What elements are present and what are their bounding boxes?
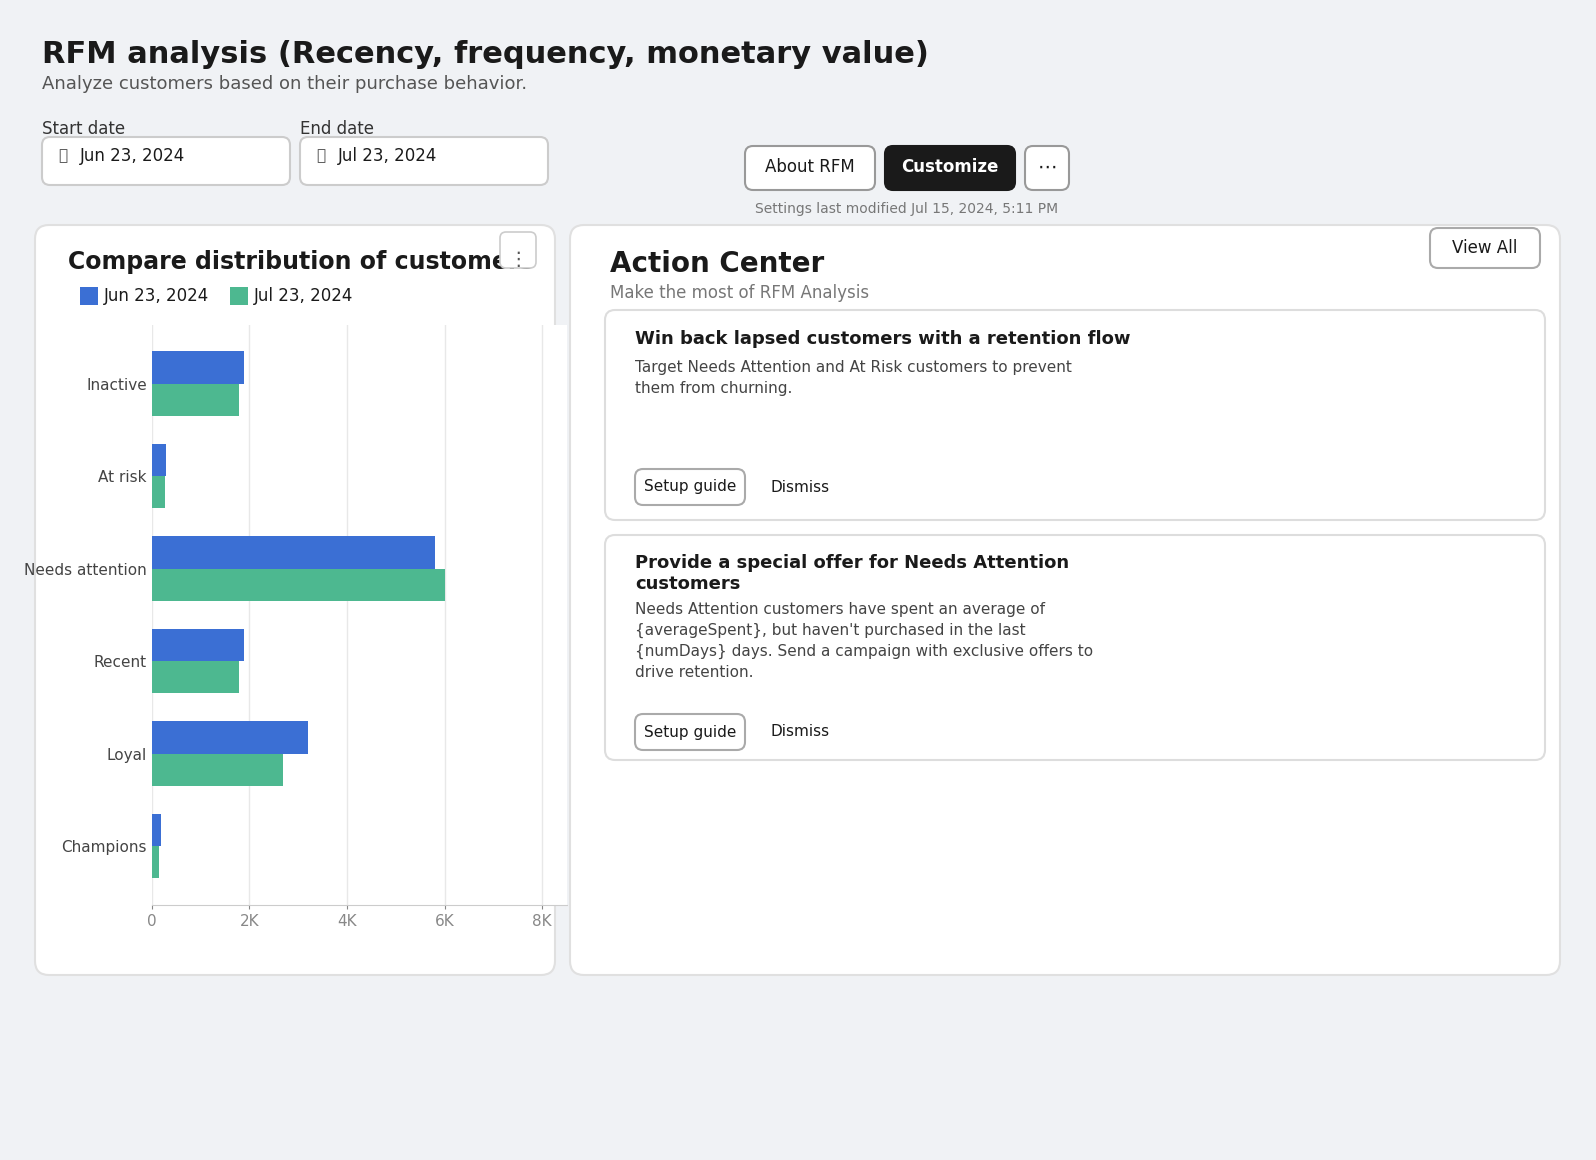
Bar xyxy=(152,813,161,846)
Bar xyxy=(152,846,160,878)
Text: Customize: Customize xyxy=(902,158,999,176)
Text: Compare distribution of customers: Compare distribution of customers xyxy=(69,251,533,274)
Bar xyxy=(152,476,166,508)
Text: 🗓: 🗓 xyxy=(57,148,67,164)
Text: Dismiss: Dismiss xyxy=(769,479,830,494)
Text: ⋮: ⋮ xyxy=(508,251,528,269)
Text: End date: End date xyxy=(300,119,373,138)
Bar xyxy=(230,287,247,305)
Bar xyxy=(152,568,445,601)
Text: Setup guide: Setup guide xyxy=(643,479,736,494)
Text: Start date: Start date xyxy=(41,119,124,138)
Text: Jun 23, 2024: Jun 23, 2024 xyxy=(104,287,209,305)
FancyBboxPatch shape xyxy=(635,469,745,505)
Bar xyxy=(152,443,166,476)
Bar xyxy=(152,536,434,568)
Text: View All: View All xyxy=(1452,239,1518,258)
FancyBboxPatch shape xyxy=(1430,229,1540,268)
Text: Dismiss: Dismiss xyxy=(769,725,830,740)
Text: Jun 23, 2024: Jun 23, 2024 xyxy=(80,147,185,165)
Text: Provide a special offer for Needs Attention
customers: Provide a special offer for Needs Attent… xyxy=(635,554,1069,593)
FancyBboxPatch shape xyxy=(605,535,1545,760)
FancyBboxPatch shape xyxy=(1025,146,1069,190)
FancyBboxPatch shape xyxy=(605,310,1545,520)
Text: Setup guide: Setup guide xyxy=(643,725,736,740)
Text: Win back lapsed customers with a retention flow: Win back lapsed customers with a retenti… xyxy=(635,329,1130,348)
FancyBboxPatch shape xyxy=(745,146,875,190)
Text: Settings last modified Jul 15, 2024, 5:11 PM: Settings last modified Jul 15, 2024, 5:1… xyxy=(755,202,1058,216)
FancyBboxPatch shape xyxy=(35,225,555,976)
FancyBboxPatch shape xyxy=(635,715,745,751)
Bar xyxy=(152,629,244,661)
Bar xyxy=(152,351,244,384)
Bar xyxy=(152,661,239,694)
FancyBboxPatch shape xyxy=(886,146,1015,190)
FancyBboxPatch shape xyxy=(300,137,547,184)
Text: Analyze customers based on their purchase behavior.: Analyze customers based on their purchas… xyxy=(41,75,527,93)
Text: 🗓: 🗓 xyxy=(316,148,326,164)
Text: ⋯: ⋯ xyxy=(1037,158,1057,176)
Bar xyxy=(152,722,308,754)
Text: Jul 23, 2024: Jul 23, 2024 xyxy=(254,287,353,305)
Text: Target Needs Attention and At Risk customers to prevent
them from churning.: Target Needs Attention and At Risk custo… xyxy=(635,360,1073,396)
Text: Make the most of RFM Analysis: Make the most of RFM Analysis xyxy=(610,284,870,302)
FancyBboxPatch shape xyxy=(500,232,536,268)
Text: Needs Attention customers have spent an average of
{averageSpent}, but haven't p: Needs Attention customers have spent an … xyxy=(635,602,1093,681)
FancyBboxPatch shape xyxy=(41,137,290,184)
Bar xyxy=(152,384,239,416)
Bar xyxy=(152,754,284,786)
Text: About RFM: About RFM xyxy=(764,158,855,176)
Text: Jul 23, 2024: Jul 23, 2024 xyxy=(338,147,437,165)
Text: RFM analysis (Recency, frequency, monetary value): RFM analysis (Recency, frequency, moneta… xyxy=(41,39,929,68)
Text: Action Center: Action Center xyxy=(610,251,824,278)
FancyBboxPatch shape xyxy=(570,225,1559,976)
Bar xyxy=(80,287,97,305)
